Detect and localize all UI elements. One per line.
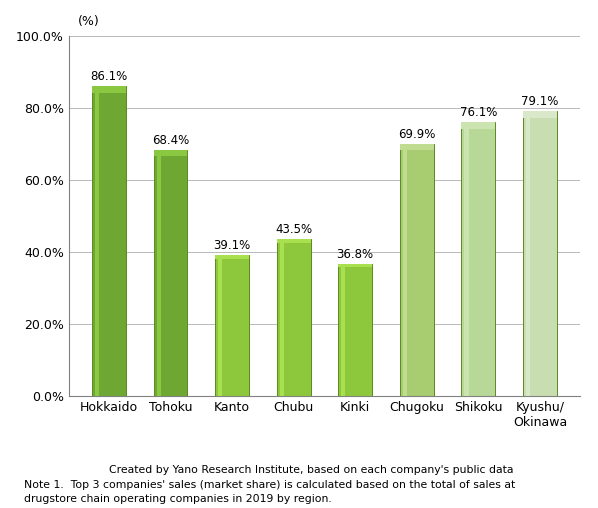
Bar xyxy=(154,149,187,156)
Text: 86.1%: 86.1% xyxy=(90,70,127,83)
Bar xyxy=(462,122,495,129)
Bar xyxy=(338,264,372,396)
Bar xyxy=(92,86,126,93)
Text: 68.4%: 68.4% xyxy=(152,134,189,147)
Bar xyxy=(92,86,126,396)
Bar xyxy=(341,264,346,396)
Text: Created by Yano Research Institute, based on each company's public data: Created by Yano Research Institute, base… xyxy=(109,465,513,475)
Text: 76.1%: 76.1% xyxy=(460,106,497,119)
Text: 39.1%: 39.1% xyxy=(213,239,251,252)
Bar xyxy=(277,239,310,396)
Text: 79.1%: 79.1% xyxy=(521,95,559,108)
Bar xyxy=(157,149,161,396)
Bar xyxy=(277,239,310,243)
Bar xyxy=(215,255,249,259)
Bar xyxy=(462,122,495,396)
Bar xyxy=(523,111,557,396)
Bar xyxy=(215,255,249,396)
Text: 43.5%: 43.5% xyxy=(275,224,312,236)
Bar xyxy=(154,149,187,396)
Bar xyxy=(400,144,434,150)
Bar xyxy=(523,111,557,118)
Text: 36.8%: 36.8% xyxy=(337,247,374,261)
Text: Note 1.  Top 3 companies' sales (market share) is calculated based on the total : Note 1. Top 3 companies' sales (market s… xyxy=(24,480,515,490)
Text: (%): (%) xyxy=(78,15,100,28)
Bar xyxy=(218,255,222,396)
Text: drugstore chain operating companies in 2019 by region.: drugstore chain operating companies in 2… xyxy=(24,494,332,504)
Bar xyxy=(338,264,372,267)
Bar xyxy=(280,239,284,396)
Bar xyxy=(403,144,407,396)
Bar xyxy=(400,144,434,396)
Bar xyxy=(526,111,530,396)
Bar xyxy=(465,122,468,396)
Bar xyxy=(95,86,99,396)
Text: 69.9%: 69.9% xyxy=(398,128,435,141)
